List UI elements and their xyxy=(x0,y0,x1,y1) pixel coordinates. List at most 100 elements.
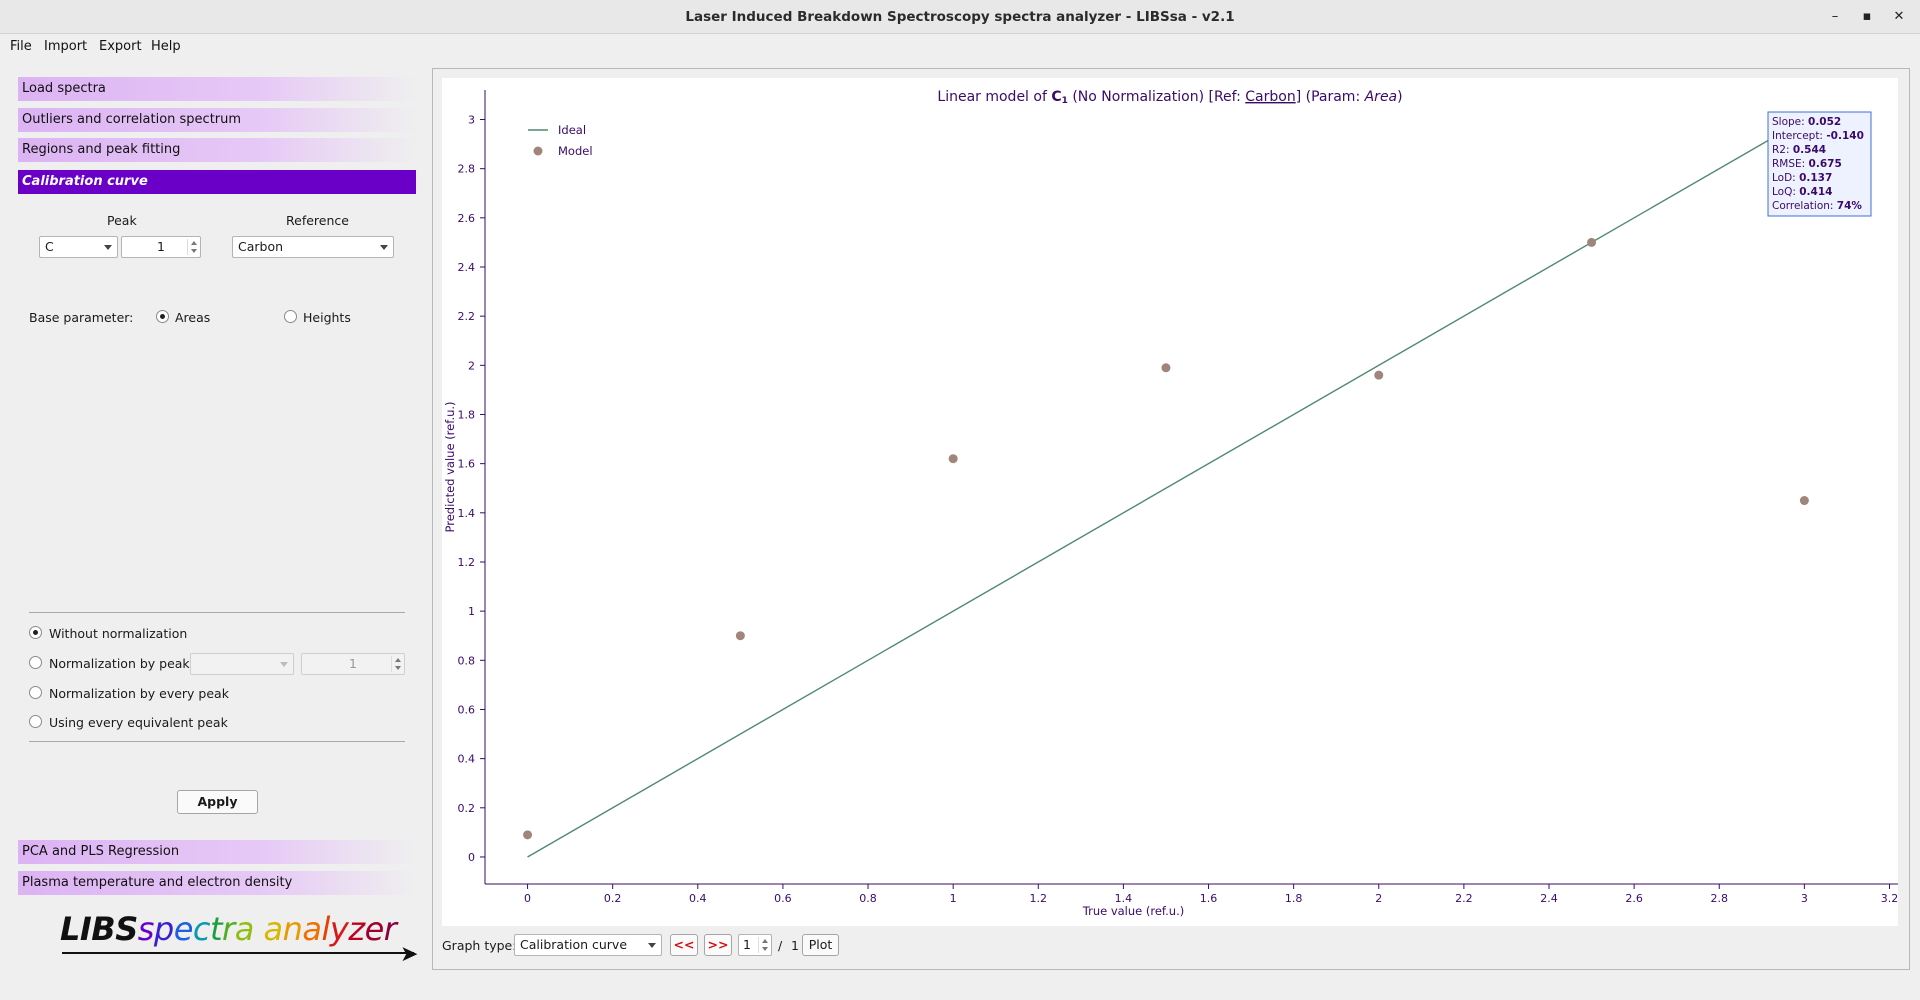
y-tick-label: 0.2 xyxy=(458,802,476,815)
logo-letter: e xyxy=(364,910,385,948)
logo-letter: a xyxy=(263,910,283,948)
logo-letter: t xyxy=(210,910,223,948)
y-tick-label: 0.6 xyxy=(458,703,476,716)
peak-element-value: C xyxy=(45,239,54,254)
spin-up-icon[interactable] xyxy=(395,658,401,662)
x-axis-label: True value (ref.u.) xyxy=(1082,904,1184,918)
section-load-spectra[interactable]: Load spectra xyxy=(18,77,416,101)
y-tick-label: 1.2 xyxy=(458,556,476,569)
reference-label: Reference xyxy=(286,213,349,228)
model-point xyxy=(523,830,533,840)
x-tick-label: 2 xyxy=(1375,892,1382,905)
x-tick-label: 0.2 xyxy=(604,892,622,905)
y-tick-label: 1.6 xyxy=(458,458,476,471)
logo-letter: l xyxy=(321,910,330,948)
heights-radio[interactable] xyxy=(284,310,297,323)
y-tick-label: 2.4 xyxy=(458,261,476,274)
title-bar: Laser Induced Breakdown Spectroscopy spe… xyxy=(0,0,1920,34)
x-tick-label: 1.8 xyxy=(1285,892,1303,905)
graph-type-select[interactable]: Calibration curve xyxy=(514,934,662,956)
y-tick-label: 0.4 xyxy=(458,753,476,766)
stats-value: 0.137 xyxy=(1799,172,1832,184)
x-tick-label: 2.6 xyxy=(1625,892,1643,905)
every-equivalent-peak-label: Using every equivalent peak xyxy=(49,715,228,730)
y-tick-label: 2.6 xyxy=(458,212,476,225)
y-tick-label: 2 xyxy=(468,359,475,372)
norm-peak-index-spinbox[interactable]: 1 xyxy=(301,653,405,675)
divider xyxy=(29,741,405,742)
y-tick-label: 1.4 xyxy=(458,507,476,520)
peak-index-value: 1 xyxy=(157,239,165,254)
reference-select[interactable]: Carbon xyxy=(232,236,394,258)
stats-label: R2: xyxy=(1772,144,1793,156)
chevron-down-icon xyxy=(648,943,656,948)
section-regions-peak-fitting[interactable]: Regions and peak fitting xyxy=(18,138,416,162)
reference-value: Carbon xyxy=(238,239,284,254)
normalization-by-peak-radio[interactable] xyxy=(29,656,42,669)
stats-box-frame xyxy=(1767,111,1872,217)
apply-button[interactable]: Apply xyxy=(177,790,258,814)
norm-peak-select[interactable] xyxy=(190,653,294,675)
section-calibration-curve[interactable]: Calibration curve xyxy=(18,170,416,194)
logo-underline xyxy=(62,952,414,954)
stats-line: LoQ: 0.414 xyxy=(1772,186,1832,198)
legend-label: Ideal xyxy=(558,123,586,137)
spin-up-icon[interactable] xyxy=(762,939,768,943)
x-tick-label: 2.2 xyxy=(1455,892,1473,905)
page-separator: / xyxy=(778,938,783,953)
without-normalization-radio[interactable] xyxy=(29,626,42,639)
minimize-icon[interactable]: – xyxy=(1831,9,1839,24)
without-normalization-label: Without normalization xyxy=(49,626,188,641)
close-icon[interactable]: ✕ xyxy=(1893,9,1905,24)
y-tick-label: 3 xyxy=(468,113,475,126)
areas-radio[interactable] xyxy=(156,310,169,323)
spin-down-icon[interactable] xyxy=(191,249,197,253)
previous-button[interactable]: << xyxy=(670,934,698,956)
menu-export[interactable]: Export xyxy=(99,39,142,54)
normalization-every-peak-radio[interactable] xyxy=(29,686,42,699)
plot-area[interactable]: Linear model of C1 (No Normalization) [R… xyxy=(442,78,1898,926)
page-spinbox[interactable]: 1 xyxy=(738,934,772,956)
x-tick-label: 3 xyxy=(1801,892,1808,905)
y-axis-label: Predicted value (ref.u.) xyxy=(443,401,457,532)
logo-letter: LIBS xyxy=(60,910,138,948)
stats-label: LoD: xyxy=(1772,172,1799,184)
x-tick-label: 2.4 xyxy=(1540,892,1558,905)
next-button[interactable]: >> xyxy=(704,934,732,956)
maximize-icon[interactable]: ▪ xyxy=(1862,9,1872,24)
menu-import[interactable]: Import xyxy=(44,39,88,54)
graph-type-label: Graph type: xyxy=(442,938,517,953)
logo-letter: a xyxy=(302,910,322,948)
every-equivalent-peak-radio[interactable] xyxy=(29,715,42,728)
model-point xyxy=(1161,363,1171,373)
plot-button[interactable]: Plot xyxy=(802,934,839,956)
logo-letter: s xyxy=(137,910,155,948)
section-outliers[interactable]: Outliers and correlation spectrum xyxy=(18,108,416,132)
calibration-chart[interactable]: Linear model of C1 (No Normalization) [R… xyxy=(442,78,1898,926)
peak-element-select[interactable]: C xyxy=(39,236,118,258)
stats-line: Correlation: 74% xyxy=(1772,200,1862,212)
model-point xyxy=(1374,370,1384,380)
y-tick-label: 0 xyxy=(468,851,475,864)
spin-down-icon[interactable] xyxy=(395,666,401,670)
menu-bar: File Import Export Help xyxy=(0,36,1920,58)
menu-help[interactable]: Help xyxy=(151,39,181,54)
section-plasma-temperature[interactable]: Plasma temperature and electron density xyxy=(18,871,416,895)
menu-file[interactable]: File xyxy=(10,39,32,54)
spin-down-icon[interactable] xyxy=(762,947,768,951)
x-tick-label: 1.4 xyxy=(1115,892,1133,905)
ideal-line xyxy=(527,118,1805,858)
x-tick-label: 0.6 xyxy=(774,892,792,905)
logo-letter: r xyxy=(383,910,397,948)
areas-label: Areas xyxy=(175,310,211,325)
peak-index-spinbox[interactable]: 1 xyxy=(121,236,201,258)
normalization-every-peak-label: Normalization by every peak xyxy=(49,686,229,701)
legend-label: Model xyxy=(558,144,593,158)
model-point xyxy=(1587,237,1597,247)
section-pca-pls[interactable]: PCA and PLS Regression xyxy=(18,840,416,864)
chevron-down-icon xyxy=(104,245,112,250)
chart-legend: Ideal Model xyxy=(528,123,593,158)
x-tick-label: 0 xyxy=(524,892,531,905)
spin-up-icon[interactable] xyxy=(191,241,197,245)
